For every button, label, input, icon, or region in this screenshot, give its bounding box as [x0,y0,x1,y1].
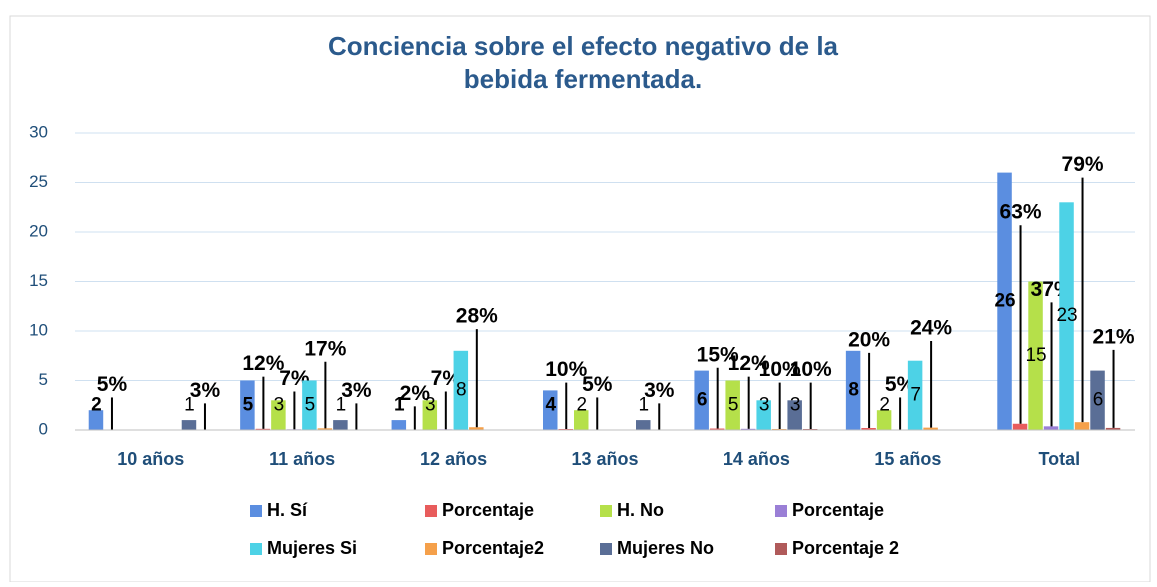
data-label: 3 [425,394,436,415]
legend-label: Porcentaje [792,500,884,520]
data-label: 8 [456,379,467,400]
legend-label: Porcentaje [442,500,534,520]
data-label: 23 [1056,305,1077,326]
legend-label: Porcentaje 2 [792,538,899,558]
data-label: 7 [910,384,921,405]
y-tick-label: 10 [29,320,48,339]
data-label: 6 [697,389,708,410]
data-label: 20% [848,328,890,351]
data-label: 3 [790,394,801,415]
data-label: 28% [456,305,498,328]
data-label: 21% [1093,325,1135,348]
data-label: 3 [274,394,285,415]
bar [333,420,348,430]
bar [1044,426,1059,430]
legend-label: H. No [617,500,664,520]
x-tick-label: Total [1038,449,1080,469]
y-tick-label: 0 [39,419,48,438]
data-label: 5 [728,394,739,415]
data-label: 6 [1093,389,1104,410]
data-label: 3% [341,379,372,402]
data-label: 5 [243,394,254,415]
y-tick-label: 30 [29,122,48,141]
data-label: 24% [910,317,952,340]
data-label: 2 [879,394,890,415]
legend-swatch [250,505,262,517]
x-tick-label: 15 años [874,449,941,469]
bar [392,420,407,430]
legend-swatch [425,505,437,517]
x-tick-label: 14 años [723,449,790,469]
legend-label: H. Sí [267,500,308,520]
bar [1013,424,1027,430]
chart-frame [10,16,1150,582]
x-tick-label: 13 años [571,449,638,469]
legend-swatch [775,505,787,517]
data-label: 3% [644,379,675,402]
x-tick-label: 12 años [420,449,487,469]
data-label: 17% [304,337,346,360]
legend-label: Mujeres Si [267,538,357,558]
data-label: 8 [848,379,859,400]
data-label: 15 [1025,345,1046,366]
data-label: 5% [97,373,128,396]
data-label: 2 [576,394,587,415]
legend-label: Porcentaje2 [442,538,544,558]
x-tick-label: 10 años [117,449,184,469]
legend-swatch [250,543,262,555]
y-tick-label: 20 [29,221,48,240]
data-label: 3 [759,394,770,415]
data-label: 5 [305,394,316,415]
y-tick-label: 15 [29,271,48,290]
data-label: 5% [582,373,613,396]
data-label: 63% [1000,201,1042,224]
legend-swatch [600,543,612,555]
legend-swatch [425,543,437,555]
legend-swatch [775,543,787,555]
data-label: 3% [190,379,221,402]
data-label: 26 [994,290,1015,311]
x-tick-label: 11 años [269,449,335,469]
legend-label: Mujeres No [617,538,714,558]
bar [1075,422,1090,430]
y-tick-label: 5 [39,370,48,389]
data-label: 10% [790,358,832,381]
data-label: 2 [91,394,102,415]
data-label: 79% [1062,153,1104,176]
y-tick-label: 25 [29,172,48,191]
bar [636,420,651,430]
data-label: 4 [545,394,556,415]
bar [182,420,197,430]
legend-swatch [600,505,612,517]
